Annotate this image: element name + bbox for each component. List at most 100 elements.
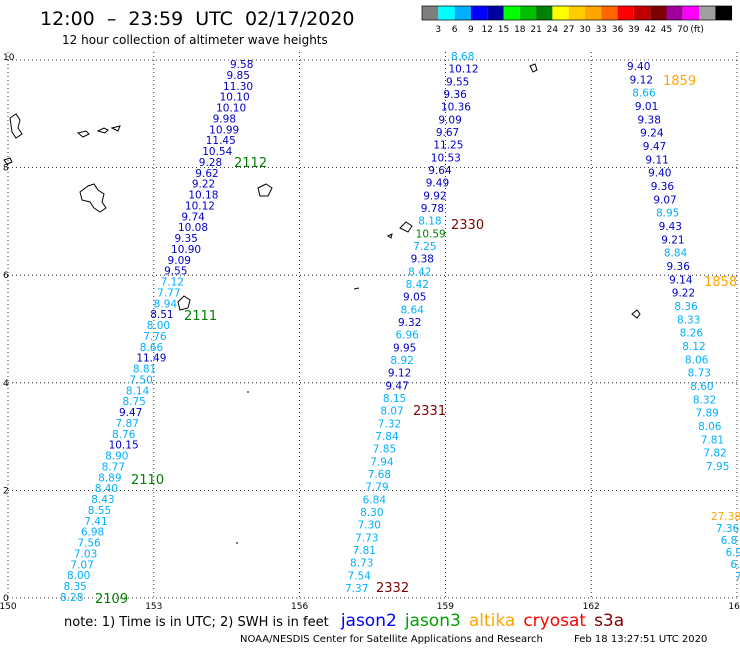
wave-height-value: 11.45 (206, 135, 236, 147)
wave-height-value: 8.42 (408, 266, 431, 278)
wave-height-value: 7.95 (706, 461, 729, 473)
footer: NOAA/NESDIS Center for Satellite Applica… (240, 634, 707, 645)
wave-height-value: 9.74 (181, 211, 205, 223)
wave-height-value: 7.30 (358, 520, 381, 532)
wave-height-value: 6.8 (721, 535, 738, 547)
wave-height-value: 8.77 (102, 461, 125, 473)
wave-height-value: 8.12 (682, 341, 705, 353)
pass-time-labels: 2112 2111 2110 2109 2330 2331 2332 1859 1858 (95, 74, 737, 607)
wave-height-value: 8.89 (98, 472, 121, 484)
wave-height-value: 9.22 (192, 179, 215, 191)
pass-time-label: 2332 (376, 581, 409, 596)
wave-height-value: 9.47 (643, 141, 666, 153)
footer-timestamp: Feb 18 13:27:51 UTC 2020 (574, 634, 708, 645)
longitude-tick: 150 (0, 602, 17, 610)
satellite-legend: jason2 jason3 altika cryosat s3a (333, 611, 624, 631)
wave-height-value: 9.22 (672, 288, 695, 300)
wave-height-value: 10.54 (202, 146, 232, 158)
wave-height-value: 9.64 (428, 165, 452, 177)
wave-height-value: 9.09 (438, 114, 461, 126)
color-scale-tick: 36 (612, 25, 624, 35)
wave-height-value: 8.73 (688, 368, 711, 380)
color-scale-legend: 3 6 9 12 15 18 21 24 27 30 33 36 39 42 45 70 (ft) (421, 5, 733, 35)
lat-lon-grid (7, 52, 738, 599)
wave-height-value: 7.81 (701, 434, 724, 446)
legend-note: note: 1) Time is in UTC; 2) SWH is in fe… (64, 611, 624, 631)
wave-height-value: 7.32 (378, 418, 401, 430)
color-swatch (585, 6, 602, 20)
wave-height-value: 9.55 (164, 266, 187, 278)
wave-height-value: 8.15 (383, 393, 406, 405)
color-scale-tick: 30 (579, 25, 591, 35)
wave-height-value: 10.18 (188, 190, 218, 202)
color-scale-tick: 6 (452, 25, 458, 35)
wave-height-value: 7.12 (161, 277, 184, 289)
latitude-tick: 0 (3, 594, 9, 604)
wave-height-value: 11.25 (433, 140, 463, 152)
wave-height-value: 10.12 (185, 200, 215, 212)
color-swatch (699, 6, 716, 20)
wave-height-value: 7.81 (353, 545, 376, 557)
color-swatch (536, 6, 553, 20)
color-swatch (682, 6, 700, 20)
wave-height-value: 9.14 (669, 274, 693, 286)
wave-height-value: 9.21 (661, 234, 684, 246)
wave-height-value: 7.79 (365, 482, 388, 494)
altimeter-map: 9.589.8511.3010.1010.109.9810.9911.4510.… (0, 51, 740, 610)
wave-height-value: 7.36 (716, 523, 740, 535)
wave-height-value: 8.76 (112, 429, 136, 441)
wave-height-value: 8.55 (88, 505, 111, 517)
wave-height-value: 9.36 (443, 89, 467, 101)
color-scale-tick: 45 (661, 25, 672, 35)
color-scale-tick: 42 (644, 25, 655, 35)
color-swatch (422, 6, 439, 20)
island-outline (529, 63, 538, 73)
wave-height-value: 10.12 (448, 64, 478, 76)
wave-height-value: 8.00 (147, 320, 170, 332)
wave-height-value: 9.58 (230, 59, 253, 71)
color-swatch (454, 6, 471, 20)
wave-height-value: 8.95 (656, 208, 679, 220)
wave-height-value: 10.90 (171, 244, 201, 256)
color-swatch (519, 6, 537, 20)
wave-height-value: 9.05 (403, 292, 426, 304)
wave-height-value: 8.75 (122, 396, 145, 408)
longitude-tick: 162 (583, 602, 600, 610)
wave-height-value: 8.35 (63, 581, 86, 593)
wave-height-value: 8.66 (140, 342, 164, 354)
color-swatch (715, 6, 732, 20)
wave-height-value: 9.40 (648, 168, 671, 180)
wave-height-value: 8.26 (680, 328, 704, 340)
map-title: 12:00 – 23:59 UTC 02/17/2020 (40, 8, 355, 30)
color-swatch (438, 6, 455, 20)
wave-height-value: 27.38 (711, 511, 740, 523)
wave-height-value: 9.38 (411, 254, 434, 266)
wave-height-value: 7.85 (373, 444, 396, 456)
longitude-tick: 153 (145, 602, 162, 610)
wave-height-value: 7.41 (84, 516, 107, 528)
latitude-tick: 10 (3, 53, 15, 63)
wave-height-value: 8.64 (401, 304, 425, 316)
wave-height-value: 7.84 (375, 431, 399, 443)
wave-height-value: 8.06 (685, 354, 709, 366)
wave-height-value: 8.84 (664, 248, 688, 260)
wave-height-value: 9.07 (653, 194, 676, 206)
pass-time-label: 2331 (413, 404, 446, 419)
island-outline (353, 287, 360, 290)
color-swatch (617, 6, 634, 20)
wave-height-value: 8.28 (60, 592, 83, 604)
wave-height-value: 6.84 (363, 494, 387, 506)
wave-height-value: 7.50 (129, 374, 152, 386)
wave-height-value: 8.51 (150, 309, 173, 321)
wave-height-value: 7.82 (703, 448, 726, 460)
color-scale-tick: 27 (563, 25, 574, 35)
wave-height-value: 10.99 (209, 124, 239, 136)
color-scale-tick: 70 (677, 25, 689, 35)
wave-height-value: 9.38 (638, 114, 661, 126)
wave-height-value: 10.10 (216, 103, 246, 115)
island-outline (110, 125, 121, 132)
wave-height-value: 9.12 (388, 368, 411, 380)
wave-height-value: 10.59 (416, 228, 446, 240)
wave-height-value: 8.32 (693, 394, 716, 406)
wave-height-value: 9.55 (446, 76, 469, 88)
